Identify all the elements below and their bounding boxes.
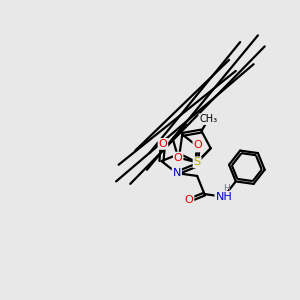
Text: O: O [159, 139, 167, 149]
Text: O: O [185, 195, 194, 205]
Text: NH: NH [215, 192, 232, 202]
Text: O: O [174, 153, 182, 163]
Text: O: O [194, 140, 203, 150]
Text: H: H [223, 184, 230, 193]
Text: CH₃: CH₃ [199, 114, 218, 124]
Text: S: S [194, 157, 201, 167]
Text: N: N [194, 142, 202, 152]
Text: N: N [173, 168, 181, 178]
